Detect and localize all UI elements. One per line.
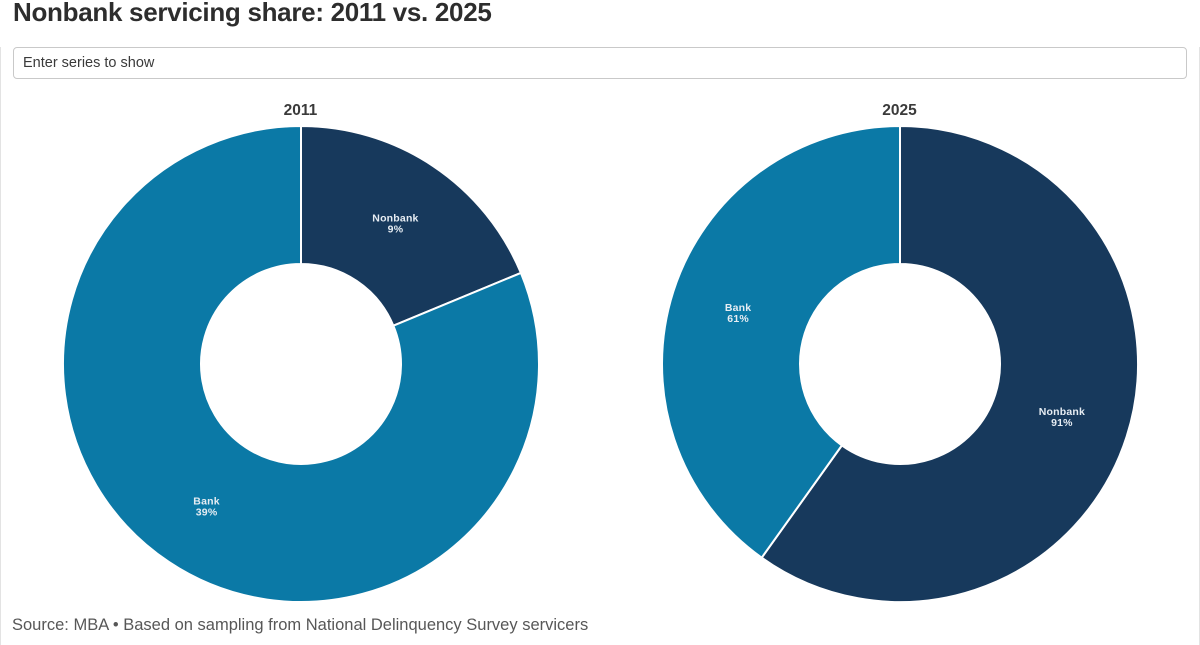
slice-2025-nonbank[interactable] (760, 125, 1139, 603)
chart-title-2011: 2011 (283, 102, 318, 119)
donut-chart-2025: 2025 Nonbank 91% Bank 61% (600, 79, 1199, 604)
page-title: Nonbank servicing share: 2011 vs. 2025 (13, 0, 492, 27)
slice-label-2025-nonbank: Nonbank 91% (1038, 406, 1084, 429)
slice-label-2025-bank: Bank 61% (724, 302, 750, 325)
slice-label-2011-bank: Bank 39% (193, 495, 219, 518)
chart-title-2025: 2025 (882, 102, 917, 119)
slice-2011-nonbank[interactable] (299, 125, 522, 327)
slice-2011-bank[interactable] (61, 125, 540, 603)
donut-chart-2011: 2011 Nonbank 9% Bank 39% (1, 79, 600, 604)
slice-2025-bank[interactable] (660, 125, 901, 559)
series-filter-input[interactable] (13, 47, 1187, 79)
charts-row: 2011 Nonbank 9% Bank 39% 2025 Nonbank 91% Ban… (1, 79, 1199, 604)
source-note: Source: MBA • Based on sampling from Nat… (12, 616, 589, 634)
donut-2025: Nonbank 91% Bank 61% (660, 125, 1139, 603)
slice-label-2011-nonbank: Nonbank 9% (372, 213, 418, 236)
donut-2011: Nonbank 9% Bank 39% (61, 125, 540, 603)
